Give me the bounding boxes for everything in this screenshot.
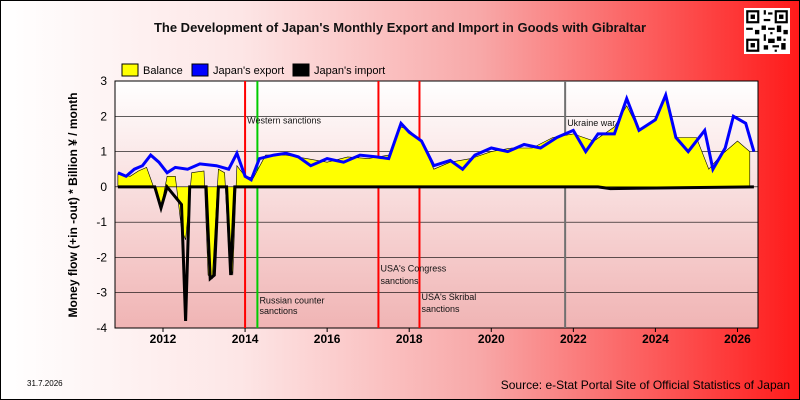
annotation-label: Ukraine war [567, 118, 615, 128]
annotation-label: sanctions [259, 306, 298, 316]
footer-date: 31.7.2026 [27, 379, 63, 388]
series-export-line [117, 90, 756, 182]
x-axis-ticks: 2012 2014 2016 2018 2020 2022 2024 2026 [150, 328, 751, 346]
y-axis-label: Money flow (+in -out) * Billion ¥ / mont… [66, 93, 80, 318]
x-tick-label: 2016 [314, 332, 341, 346]
annotation-label: Russian counter [259, 295, 324, 305]
chart-title: The Development of Japan's Monthly Expor… [153, 20, 647, 35]
legend-label-export: Japan's export [213, 65, 284, 77]
series-group [117, 90, 756, 321]
legend: Balance Japan's export Japan's import [121, 63, 385, 77]
legend-label-balance: Balance [143, 65, 183, 77]
legend-swatch-export [191, 63, 209, 77]
source-credit: Source: e-Stat Portal Site of Official S… [500, 378, 790, 392]
x-tick-label: 2024 [642, 332, 669, 346]
annotation-label: USA's Congress [380, 264, 446, 274]
event-lines [244, 81, 567, 328]
legend-swatch-balance [121, 63, 139, 77]
x-tick-label: 2026 [724, 332, 751, 346]
annotation-label: sanctions [380, 276, 419, 286]
series-import-line [117, 183, 754, 321]
annotation-label: USA's Skribal [422, 292, 477, 302]
qr-code-icon [744, 8, 790, 54]
annotation-label: Western sanctions [247, 115, 321, 125]
y-tick-label: -1 [96, 215, 107, 229]
x-tick-label: 2014 [232, 332, 259, 346]
x-tick-label: 2020 [478, 332, 505, 346]
y-axis-ticks: 3 2 1 0 -1 -2 -3 -4 [96, 74, 107, 335]
y-tick-label: -3 [96, 286, 107, 300]
y-tick-label: 1 [100, 145, 107, 159]
x-tick-label: 2022 [560, 332, 587, 346]
annotation-label: sanctions [422, 304, 461, 314]
y-tick-label: 0 [100, 180, 107, 194]
legend-label-import: Japan's import [314, 65, 385, 77]
legend-swatch-import [292, 63, 310, 77]
x-tick-label: 2012 [150, 332, 177, 346]
x-tick-label: 2018 [396, 332, 423, 346]
y-tick-label: -2 [96, 250, 107, 264]
y-tick-label: -4 [96, 321, 107, 335]
y-tick-label: 3 [100, 74, 107, 88]
y-tick-label: 2 [100, 109, 107, 123]
